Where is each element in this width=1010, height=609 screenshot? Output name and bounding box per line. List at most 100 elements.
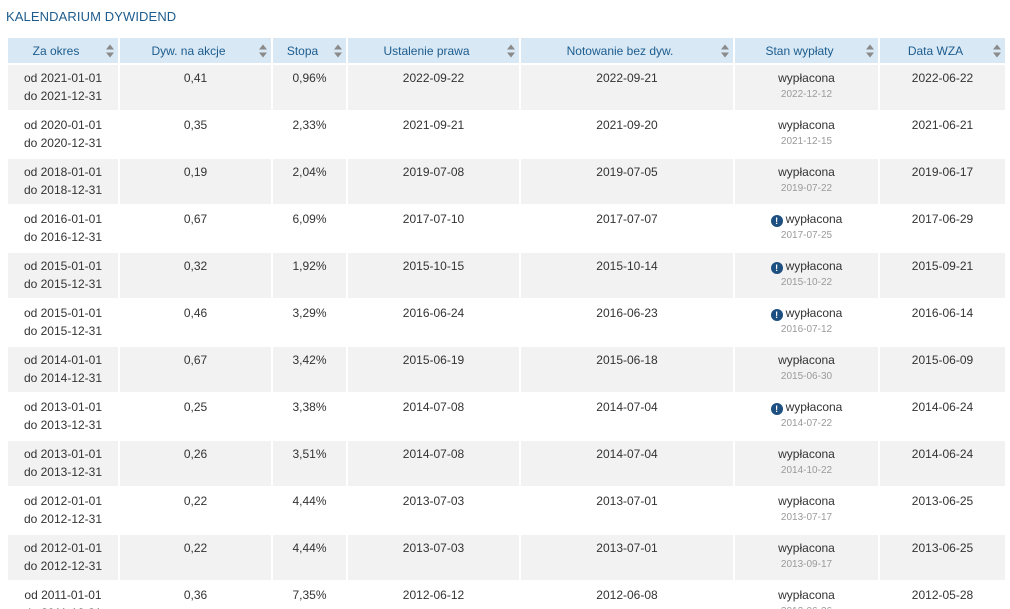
payment-date: 2017-07-25 xyxy=(780,230,833,241)
column-header-dividend[interactable]: Dyw. na akcje xyxy=(120,38,271,63)
info-circle-icon[interactable]: ! xyxy=(770,215,783,227)
dividend-cell: 0,26 xyxy=(120,441,271,486)
period-from: od 2021-01-01 xyxy=(23,71,103,85)
period-to: do 2013-12-31 xyxy=(23,418,103,432)
sort-arrows-icon[interactable] xyxy=(992,44,1001,57)
period-cell: od 2016-01-01 do 2016-12-31 xyxy=(8,206,118,251)
info-circle-icon[interactable]: ! xyxy=(770,262,783,274)
column-header-ex-date[interactable]: Notowanie bez dyw. xyxy=(521,38,733,63)
payment-status-label: wypłacona xyxy=(785,259,843,273)
info-circle-icon[interactable]: ! xyxy=(770,403,783,415)
period-cell: od 2018-01-01 do 2018-12-31 xyxy=(8,159,118,204)
ex-date-cell: 2015-06-18 xyxy=(521,347,733,392)
sort-arrows-icon[interactable] xyxy=(333,44,342,57)
yield-cell: 3,29% xyxy=(273,300,346,345)
agm-date-cell: 2019-06-17 xyxy=(880,159,1005,204)
column-header-label: Stopa xyxy=(286,43,319,58)
ex-date-cell: 2014-07-04 xyxy=(521,441,733,486)
ex-date-cell: 2019-07-05 xyxy=(521,159,733,204)
agm-date-cell: 2013-06-25 xyxy=(880,535,1005,580)
ex-date-cell: 2022-09-21 xyxy=(521,65,733,110)
period-to: do 2016-12-31 xyxy=(23,230,103,244)
table-row: od 2020-01-01 do 2020-12-31 0,35 2,33% 20… xyxy=(8,112,1005,157)
payment-status-cell: ! wypłacona 2014-07-22 xyxy=(735,394,878,439)
agm-date-cell: 2017-06-29 xyxy=(880,206,1005,251)
agm-date-cell: 2022-06-22 xyxy=(880,65,1005,110)
dividend-cell: 0,46 xyxy=(120,300,271,345)
yield-cell: 4,44% xyxy=(273,535,346,580)
payment-date: 2014-10-22 xyxy=(780,465,833,476)
period-from: od 2013-01-01 xyxy=(23,447,103,461)
sort-arrows-icon[interactable] xyxy=(506,44,515,57)
column-header-label: Notowanie bez dyw. xyxy=(566,43,674,58)
period-from: od 2013-01-01 xyxy=(23,400,103,414)
payment-status-label: wypłacona xyxy=(778,588,835,602)
dividend-cell: 0,25 xyxy=(120,394,271,439)
dividend-cell: 0,19 xyxy=(120,159,271,204)
ex-date-cell: 2021-09-20 xyxy=(521,112,733,157)
payment-date: 2013-09-17 xyxy=(780,559,833,570)
payment-status-label: wypłacona xyxy=(778,494,835,508)
column-header-period[interactable]: Za okres xyxy=(8,38,118,63)
period-cell: od 2013-01-01 do 2013-12-31 xyxy=(8,441,118,486)
agm-date-cell: 2016-06-14 xyxy=(880,300,1005,345)
column-header-record-date[interactable]: Ustalenie prawa xyxy=(348,38,519,63)
period-to: do 2015-12-31 xyxy=(23,324,103,338)
table-row: od 2013-01-01 do 2013-12-31 0,25 3,38% 20… xyxy=(8,394,1005,439)
yield-cell: 2,33% xyxy=(273,112,346,157)
dividend-cell: 0,22 xyxy=(120,488,271,533)
column-header-label: Dyw. na akcje xyxy=(151,43,226,58)
yield-cell: 0,96% xyxy=(273,65,346,110)
payment-status-label: wypłacona xyxy=(778,541,835,555)
ex-date-cell: 2017-07-07 xyxy=(521,206,733,251)
sort-arrows-icon[interactable] xyxy=(865,44,874,57)
period-from: od 2012-01-01 xyxy=(23,541,103,555)
period-to: do 2015-12-31 xyxy=(23,277,103,291)
column-header-label: Za okres xyxy=(32,43,80,58)
period-cell: od 2015-01-01 do 2015-12-31 xyxy=(8,253,118,298)
payment-status-cell: ! wypłacona 2016-07-12 xyxy=(735,300,878,345)
payment-status-label: wypłacona xyxy=(778,353,835,367)
payment-status-label: wypłacona xyxy=(778,118,835,132)
sort-arrows-icon[interactable] xyxy=(258,44,267,57)
payment-date: 2022-12-12 xyxy=(780,89,833,100)
record-date-cell: 2022-09-22 xyxy=(348,65,519,110)
period-from: od 2015-01-01 xyxy=(23,306,103,320)
record-date-cell: 2014-07-08 xyxy=(348,441,519,486)
sort-arrows-icon[interactable] xyxy=(105,44,114,57)
period-cell: od 2011-01-01 do 2011-12-31 xyxy=(8,582,118,609)
period-from: od 2014-01-01 xyxy=(23,353,103,367)
dividend-cell: 0,36 xyxy=(120,582,271,609)
record-date-cell: 2013-07-03 xyxy=(348,488,519,533)
dividend-cell: 0,32 xyxy=(120,253,271,298)
yield-cell: 2,04% xyxy=(273,159,346,204)
column-header-agm-date[interactable]: Data WZA xyxy=(880,38,1005,63)
period-to: do 2012-12-31 xyxy=(23,512,103,526)
ex-date-cell: 2013-07-01 xyxy=(521,535,733,580)
agm-date-cell: 2015-09-21 xyxy=(880,253,1005,298)
payment-date: 2016-07-12 xyxy=(780,324,833,335)
column-header-payment-status[interactable]: Stan wypłaty xyxy=(735,38,878,63)
period-cell: od 2012-01-01 do 2012-12-31 xyxy=(8,535,118,580)
table-header-row: Za okres Dyw. na akcje Stopa Ustalenie p… xyxy=(8,38,1005,63)
record-date-cell: 2021-09-21 xyxy=(348,112,519,157)
column-header-yield[interactable]: Stopa xyxy=(273,38,346,63)
record-date-cell: 2012-06-12 xyxy=(348,582,519,609)
table-row: od 2011-01-01 do 2011-12-31 0,36 7,35% 20… xyxy=(8,582,1005,609)
period-from: od 2018-01-01 xyxy=(23,165,103,179)
dividend-cell: 0,35 xyxy=(120,112,271,157)
period-to: do 2020-12-31 xyxy=(23,136,103,150)
payment-date: 2013-07-17 xyxy=(780,512,833,523)
sort-arrows-icon[interactable] xyxy=(720,44,729,57)
ex-date-cell: 2016-06-23 xyxy=(521,300,733,345)
info-circle-icon[interactable]: ! xyxy=(770,309,783,321)
agm-date-cell: 2013-06-25 xyxy=(880,488,1005,533)
period-cell: od 2021-01-01 do 2021-12-31 xyxy=(8,65,118,110)
dividend-cell: 0,22 xyxy=(120,535,271,580)
agm-date-cell: 2015-06-09 xyxy=(880,347,1005,392)
table-row: od 2016-01-01 do 2016-12-31 0,67 6,09% 20… xyxy=(8,206,1005,251)
payment-date: 2014-07-22 xyxy=(780,418,833,429)
